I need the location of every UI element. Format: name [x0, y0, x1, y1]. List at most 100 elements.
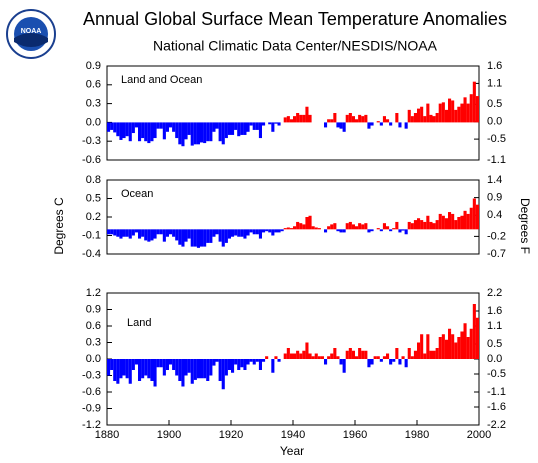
bar	[116, 122, 120, 137]
bar	[283, 353, 287, 359]
bar	[125, 229, 129, 237]
bar	[463, 323, 467, 359]
bar	[432, 350, 436, 359]
bar	[339, 229, 343, 233]
bar	[472, 198, 476, 230]
bar	[299, 223, 303, 230]
y-tick-label: -0.4	[82, 248, 101, 260]
bar	[190, 359, 194, 384]
y-tick-label: -0.9	[82, 402, 101, 414]
y2-tick-label: -1.6	[487, 401, 506, 413]
bar	[457, 106, 461, 123]
bar	[302, 114, 306, 123]
bar	[410, 223, 414, 230]
y-tick-label: 0.3	[86, 336, 101, 348]
bar	[342, 229, 346, 233]
bar	[472, 304, 476, 359]
bar	[398, 359, 402, 365]
bar	[224, 122, 228, 139]
bar	[271, 122, 275, 132]
bar	[138, 229, 142, 239]
bar	[324, 122, 328, 128]
bar	[420, 220, 424, 230]
bar	[423, 221, 427, 230]
y2-tick-label: 1.1	[487, 320, 502, 332]
bar	[156, 229, 160, 235]
bar	[472, 81, 476, 123]
bar	[209, 359, 213, 376]
bar	[125, 359, 129, 379]
bar	[286, 348, 290, 359]
bar	[339, 122, 343, 129]
bar	[448, 212, 452, 230]
bar	[262, 359, 266, 362]
bar	[131, 359, 135, 370]
bar	[283, 117, 287, 123]
bar	[193, 122, 197, 145]
y-tick-label: 0.0	[86, 116, 101, 128]
bar	[289, 353, 293, 359]
bar	[150, 359, 154, 381]
bar	[457, 217, 461, 230]
bar	[227, 359, 231, 370]
bar	[252, 122, 256, 130]
y-tick-label: 0.6	[86, 320, 101, 332]
bar	[196, 122, 200, 145]
bar	[296, 221, 300, 230]
bar	[243, 122, 247, 135]
y2-tick-label: -0.5	[487, 368, 506, 380]
bar	[454, 220, 458, 230]
bar	[355, 356, 359, 359]
bar	[398, 122, 402, 128]
bar	[475, 317, 479, 359]
bar	[404, 229, 408, 235]
bar	[128, 359, 132, 384]
bar	[196, 359, 200, 379]
bar	[262, 122, 266, 126]
bar	[317, 228, 321, 230]
chart-subtitle: National Climatic Data Center/NESDIS/NOA…	[153, 38, 438, 54]
bar	[286, 227, 290, 230]
y2-tick-label: 0.0	[487, 116, 502, 128]
bar	[469, 207, 473, 230]
bar	[317, 356, 321, 359]
bar	[345, 223, 349, 230]
y2-tick-label: 0.0	[487, 353, 502, 365]
bar	[339, 359, 343, 365]
bar	[336, 356, 340, 359]
bar	[141, 359, 145, 379]
bar	[358, 114, 362, 123]
bar	[379, 359, 383, 362]
bar	[184, 122, 188, 140]
bar	[441, 102, 445, 123]
bar	[441, 334, 445, 359]
bar	[209, 229, 213, 243]
bar	[299, 114, 303, 123]
bar	[221, 229, 225, 247]
bar	[342, 122, 346, 132]
bar	[382, 116, 386, 123]
bar	[274, 356, 278, 359]
bar	[289, 228, 293, 230]
y2-tick-label: 2.2	[487, 287, 502, 299]
bar	[302, 224, 306, 230]
bar	[277, 229, 281, 233]
bar	[200, 122, 204, 143]
bar	[351, 116, 355, 123]
bar	[367, 122, 371, 129]
bar	[324, 229, 328, 233]
bar	[311, 356, 315, 359]
bar	[355, 119, 359, 123]
y-tick-label: 0.5	[86, 192, 101, 204]
bar	[330, 119, 334, 123]
bar	[283, 228, 287, 230]
x-tick-label: 1960	[343, 429, 367, 441]
bar	[107, 359, 111, 376]
bar	[274, 229, 278, 233]
bar	[265, 356, 269, 359]
bar	[200, 359, 204, 379]
bar	[423, 116, 427, 123]
y-tick-label: 0.3	[86, 98, 101, 110]
bar	[361, 350, 365, 359]
bar	[420, 334, 424, 359]
